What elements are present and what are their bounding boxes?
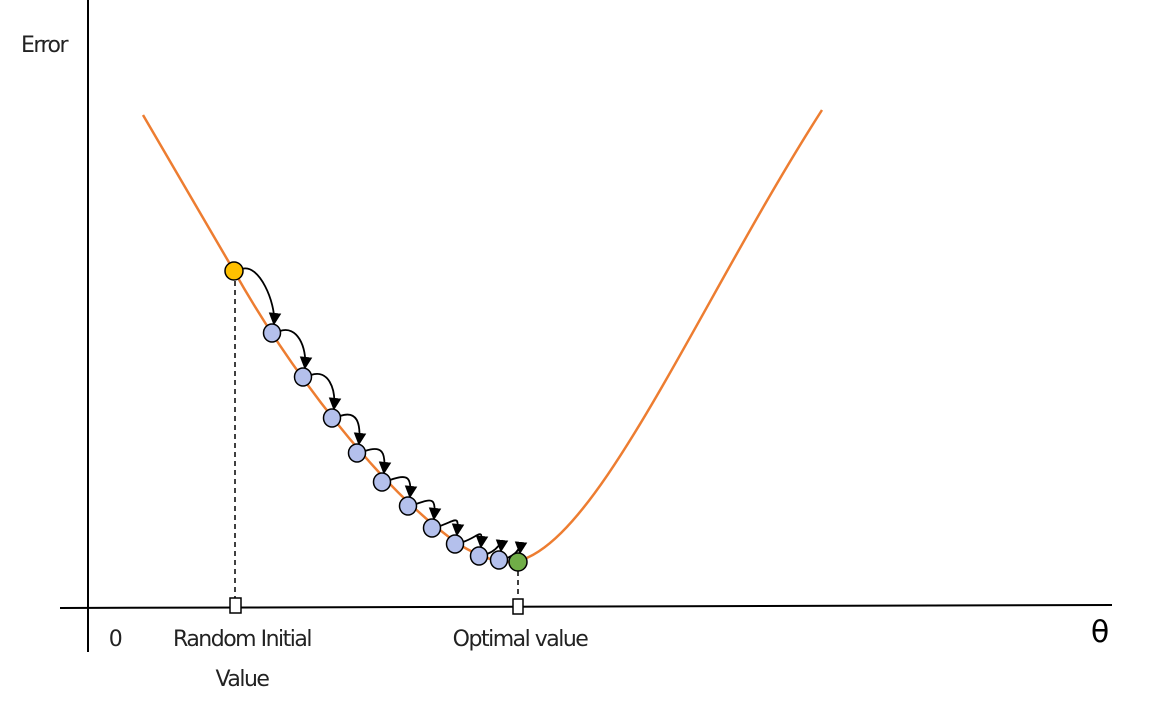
step-arrow bbox=[415, 499, 442, 521]
optimal-point bbox=[508, 552, 528, 572]
step-point bbox=[372, 472, 392, 492]
step-point bbox=[422, 518, 442, 538]
step-point bbox=[293, 367, 313, 387]
step-arrow bbox=[462, 533, 489, 549]
step-point bbox=[347, 443, 367, 463]
step-point bbox=[262, 323, 282, 343]
step-arrow bbox=[339, 413, 367, 446]
initial-label: Random Initial bbox=[173, 627, 311, 652]
step-point bbox=[489, 550, 509, 570]
initial-label: Value bbox=[216, 667, 270, 692]
step-arrow bbox=[439, 519, 465, 537]
step-arrow bbox=[364, 448, 392, 475]
step-arrow bbox=[389, 476, 418, 499]
step-point bbox=[398, 496, 418, 516]
step-arrow bbox=[241, 267, 282, 326]
step-point bbox=[469, 546, 489, 566]
step-arrow bbox=[310, 372, 342, 411]
descent-steps bbox=[224, 261, 528, 572]
y-axis-label: Error bbox=[21, 33, 70, 58]
step-point bbox=[322, 408, 342, 428]
initial-point bbox=[224, 261, 244, 281]
step-point bbox=[445, 534, 465, 554]
x-axis-label: θ bbox=[1091, 615, 1109, 650]
x-axis bbox=[59, 604, 1113, 609]
step-arrow bbox=[279, 329, 313, 370]
origin-label: 0 bbox=[109, 627, 122, 652]
step-arrow bbox=[486, 539, 509, 555]
optimal-tick-box bbox=[512, 598, 524, 615]
initial-tick-box bbox=[229, 597, 242, 614]
error-curve bbox=[141, 109, 824, 564]
optimal-label: Optimal value bbox=[453, 627, 589, 652]
